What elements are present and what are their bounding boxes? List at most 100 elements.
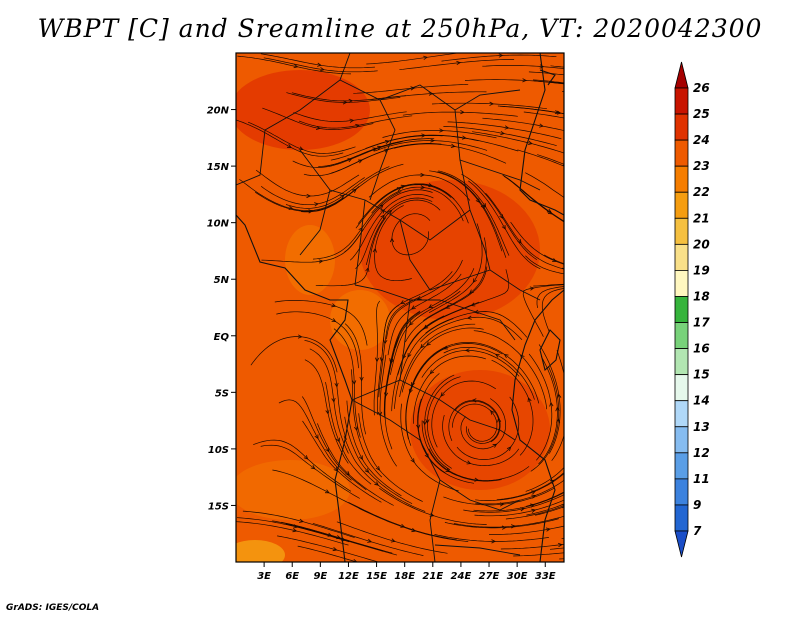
- streamline-arrow: [428, 183, 434, 188]
- credit-label: GrADS: IGES/COLA: [6, 603, 100, 613]
- streamline: [400, 403, 459, 492]
- streamline-arrow: [372, 247, 377, 253]
- streamline: [422, 269, 510, 330]
- streamline-arrow: [494, 353, 500, 358]
- streamline-arrow: [310, 465, 316, 470]
- streamline-arrow: [464, 348, 470, 353]
- streamline: [274, 300, 368, 346]
- streamline: [348, 501, 457, 541]
- streamline: [461, 173, 538, 260]
- colorbar-label: 15: [693, 368, 710, 382]
- streamline-arrow: [539, 123, 544, 128]
- streamline-arrow: [425, 419, 430, 424]
- streamline: [405, 343, 454, 440]
- streamline: [474, 499, 564, 517]
- colorbar-label: 9: [693, 498, 701, 512]
- streamline: [239, 179, 344, 211]
- streamline-arrow: [306, 193, 312, 199]
- streamline-arrow: [556, 418, 561, 424]
- streamline-arrow: [426, 341, 431, 346]
- streamline: [525, 172, 564, 198]
- streamline: [448, 399, 501, 443]
- colorbar-top-arrow: [674, 61, 689, 89]
- streamline-arrow: [314, 434, 319, 440]
- streamline: [302, 396, 367, 491]
- streamline: [431, 102, 547, 110]
- streamline: [315, 217, 387, 287]
- colorbar-segment: [674, 452, 689, 480]
- streamline: [442, 415, 520, 466]
- streamline-arrow: [557, 542, 563, 548]
- lat-tick-label: 10N: [207, 219, 230, 230]
- streamline-arrow: [492, 443, 498, 448]
- streamline-arrow: [613, 191, 617, 194]
- streamline: [443, 126, 557, 147]
- streamline-arrow: [573, 202, 577, 205]
- streamline-arrow: [607, 542, 611, 545]
- streamline: [317, 423, 394, 506]
- streamline-arrow: [590, 85, 594, 88]
- colorbar-label: 16: [693, 342, 710, 356]
- colorbar-segment: [674, 348, 689, 376]
- streamline-arrow: [491, 539, 497, 544]
- streamline: [358, 507, 469, 542]
- streamline: [417, 398, 475, 484]
- streamline-arrow: [374, 481, 379, 486]
- streamline-arrow: [389, 237, 395, 243]
- streamline: [365, 199, 441, 266]
- colorbar-segment: [674, 504, 689, 532]
- colorbar-segment: [674, 270, 689, 297]
- lon-tick-label: 15E: [366, 571, 387, 582]
- streamline-arrow: [410, 305, 416, 310]
- streamline-arrow: [299, 518, 304, 523]
- colorbar-label: 23: [693, 159, 710, 173]
- colorbar-label: 24: [693, 133, 710, 147]
- streamline-arrow: [331, 397, 336, 403]
- streamline: [417, 373, 446, 474]
- colorbar-segment: [674, 374, 689, 402]
- lon-tick-label: 30E: [507, 571, 528, 582]
- streamline: [373, 300, 380, 416]
- streamline: [261, 229, 364, 263]
- streamline: [499, 105, 564, 115]
- streamline-arrow: [423, 55, 428, 60]
- streamline-arrow: [352, 188, 357, 193]
- colorbar-segment: [674, 296, 689, 323]
- streamline: [395, 268, 475, 348]
- streamline: [530, 366, 560, 472]
- streamline-arrow: [380, 214, 385, 220]
- streamline-arrow: [501, 525, 507, 530]
- streamline-arrow: [529, 286, 535, 291]
- streamline: [420, 316, 523, 343]
- streamline: [456, 396, 520, 460]
- streamline: [534, 80, 564, 85]
- streamline: [453, 515, 564, 528]
- streamline-arrow: [504, 125, 510, 130]
- lon-tick-label: 6E: [285, 571, 299, 582]
- streamline-arrow: [531, 508, 537, 513]
- streamline: [394, 318, 454, 409]
- streamline-arrow: [571, 168, 575, 171]
- colorbar-segment: [674, 139, 689, 167]
- streamline: [250, 336, 338, 373]
- streamline: [379, 487, 487, 525]
- colorbar-label: 20: [693, 237, 710, 251]
- colorbar-label: 26: [693, 81, 710, 95]
- streamline: [391, 315, 445, 412]
- streamline: [399, 59, 515, 71]
- streamline-arrow: [297, 334, 303, 339]
- streamline: [536, 286, 564, 308]
- streamline: [262, 107, 374, 130]
- streamline: [452, 403, 498, 442]
- streamline: [377, 304, 400, 415]
- streamline: [263, 57, 378, 73]
- streamline: [551, 350, 564, 461]
- streamline-arrow: [335, 437, 340, 443]
- streamline-arrow: [450, 143, 456, 148]
- streamline: [537, 154, 564, 165]
- streamline-arrow: [439, 128, 444, 133]
- streamline-arrow: [482, 203, 487, 208]
- streamline-arrow: [331, 318, 337, 323]
- streamline: [260, 177, 365, 206]
- streamline-arrow: [591, 86, 595, 90]
